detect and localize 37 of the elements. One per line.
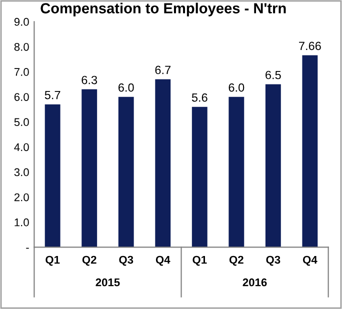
bar — [155, 79, 171, 248]
x-tick-label: Q4 — [156, 256, 170, 266]
y-tick-label: 8.0 — [14, 42, 29, 51]
data-label: 5.6 — [192, 93, 208, 102]
y-tick-label: 3.0 — [14, 168, 29, 176]
bar — [44, 104, 60, 248]
bar — [82, 89, 98, 248]
data-label: 5.7 — [44, 90, 60, 100]
bar — [228, 96, 244, 248]
x-tick-label: Q4 — [302, 256, 318, 266]
x-tick-label: Q3 — [266, 256, 280, 266]
data-label: 6.5 — [266, 70, 281, 80]
chart-title: Compensation to Employees - N'trn — [40, 2, 286, 16]
bar — [192, 106, 208, 248]
text: 2016 — [242, 278, 267, 286]
x-tick-label: Q1 — [192, 256, 207, 266]
bar — [265, 84, 281, 248]
x-tick-label: Q1 — [46, 256, 60, 266]
y-tick-label: 9.0 — [14, 18, 29, 26]
y-tick-label: - — [26, 248, 29, 249]
data-label: 6.0 — [228, 83, 244, 92]
x-tick-label: Q3 — [119, 256, 134, 266]
data-label: 6.3 — [82, 76, 98, 84]
x-tick-label: Q2 — [82, 256, 96, 266]
x-tick-label: Q2 — [229, 256, 244, 266]
y-tick-label: 5.0 — [14, 118, 29, 126]
y-tick-label: 6.0 — [14, 93, 29, 101]
data-label: 7.66 — [299, 42, 321, 50]
data-label: 6.7 — [155, 66, 170, 74]
y-tick-label: 4.0 — [14, 143, 29, 152]
bar — [302, 55, 318, 248]
text: 2015 — [96, 278, 120, 286]
y-tick-label: 1.0 — [14, 218, 29, 226]
y-tick-label: 2.0 — [14, 193, 29, 202]
y-tick-label: 7.0 — [14, 68, 29, 76]
bar — [118, 96, 134, 248]
data-label: 6.0 — [118, 83, 134, 92]
